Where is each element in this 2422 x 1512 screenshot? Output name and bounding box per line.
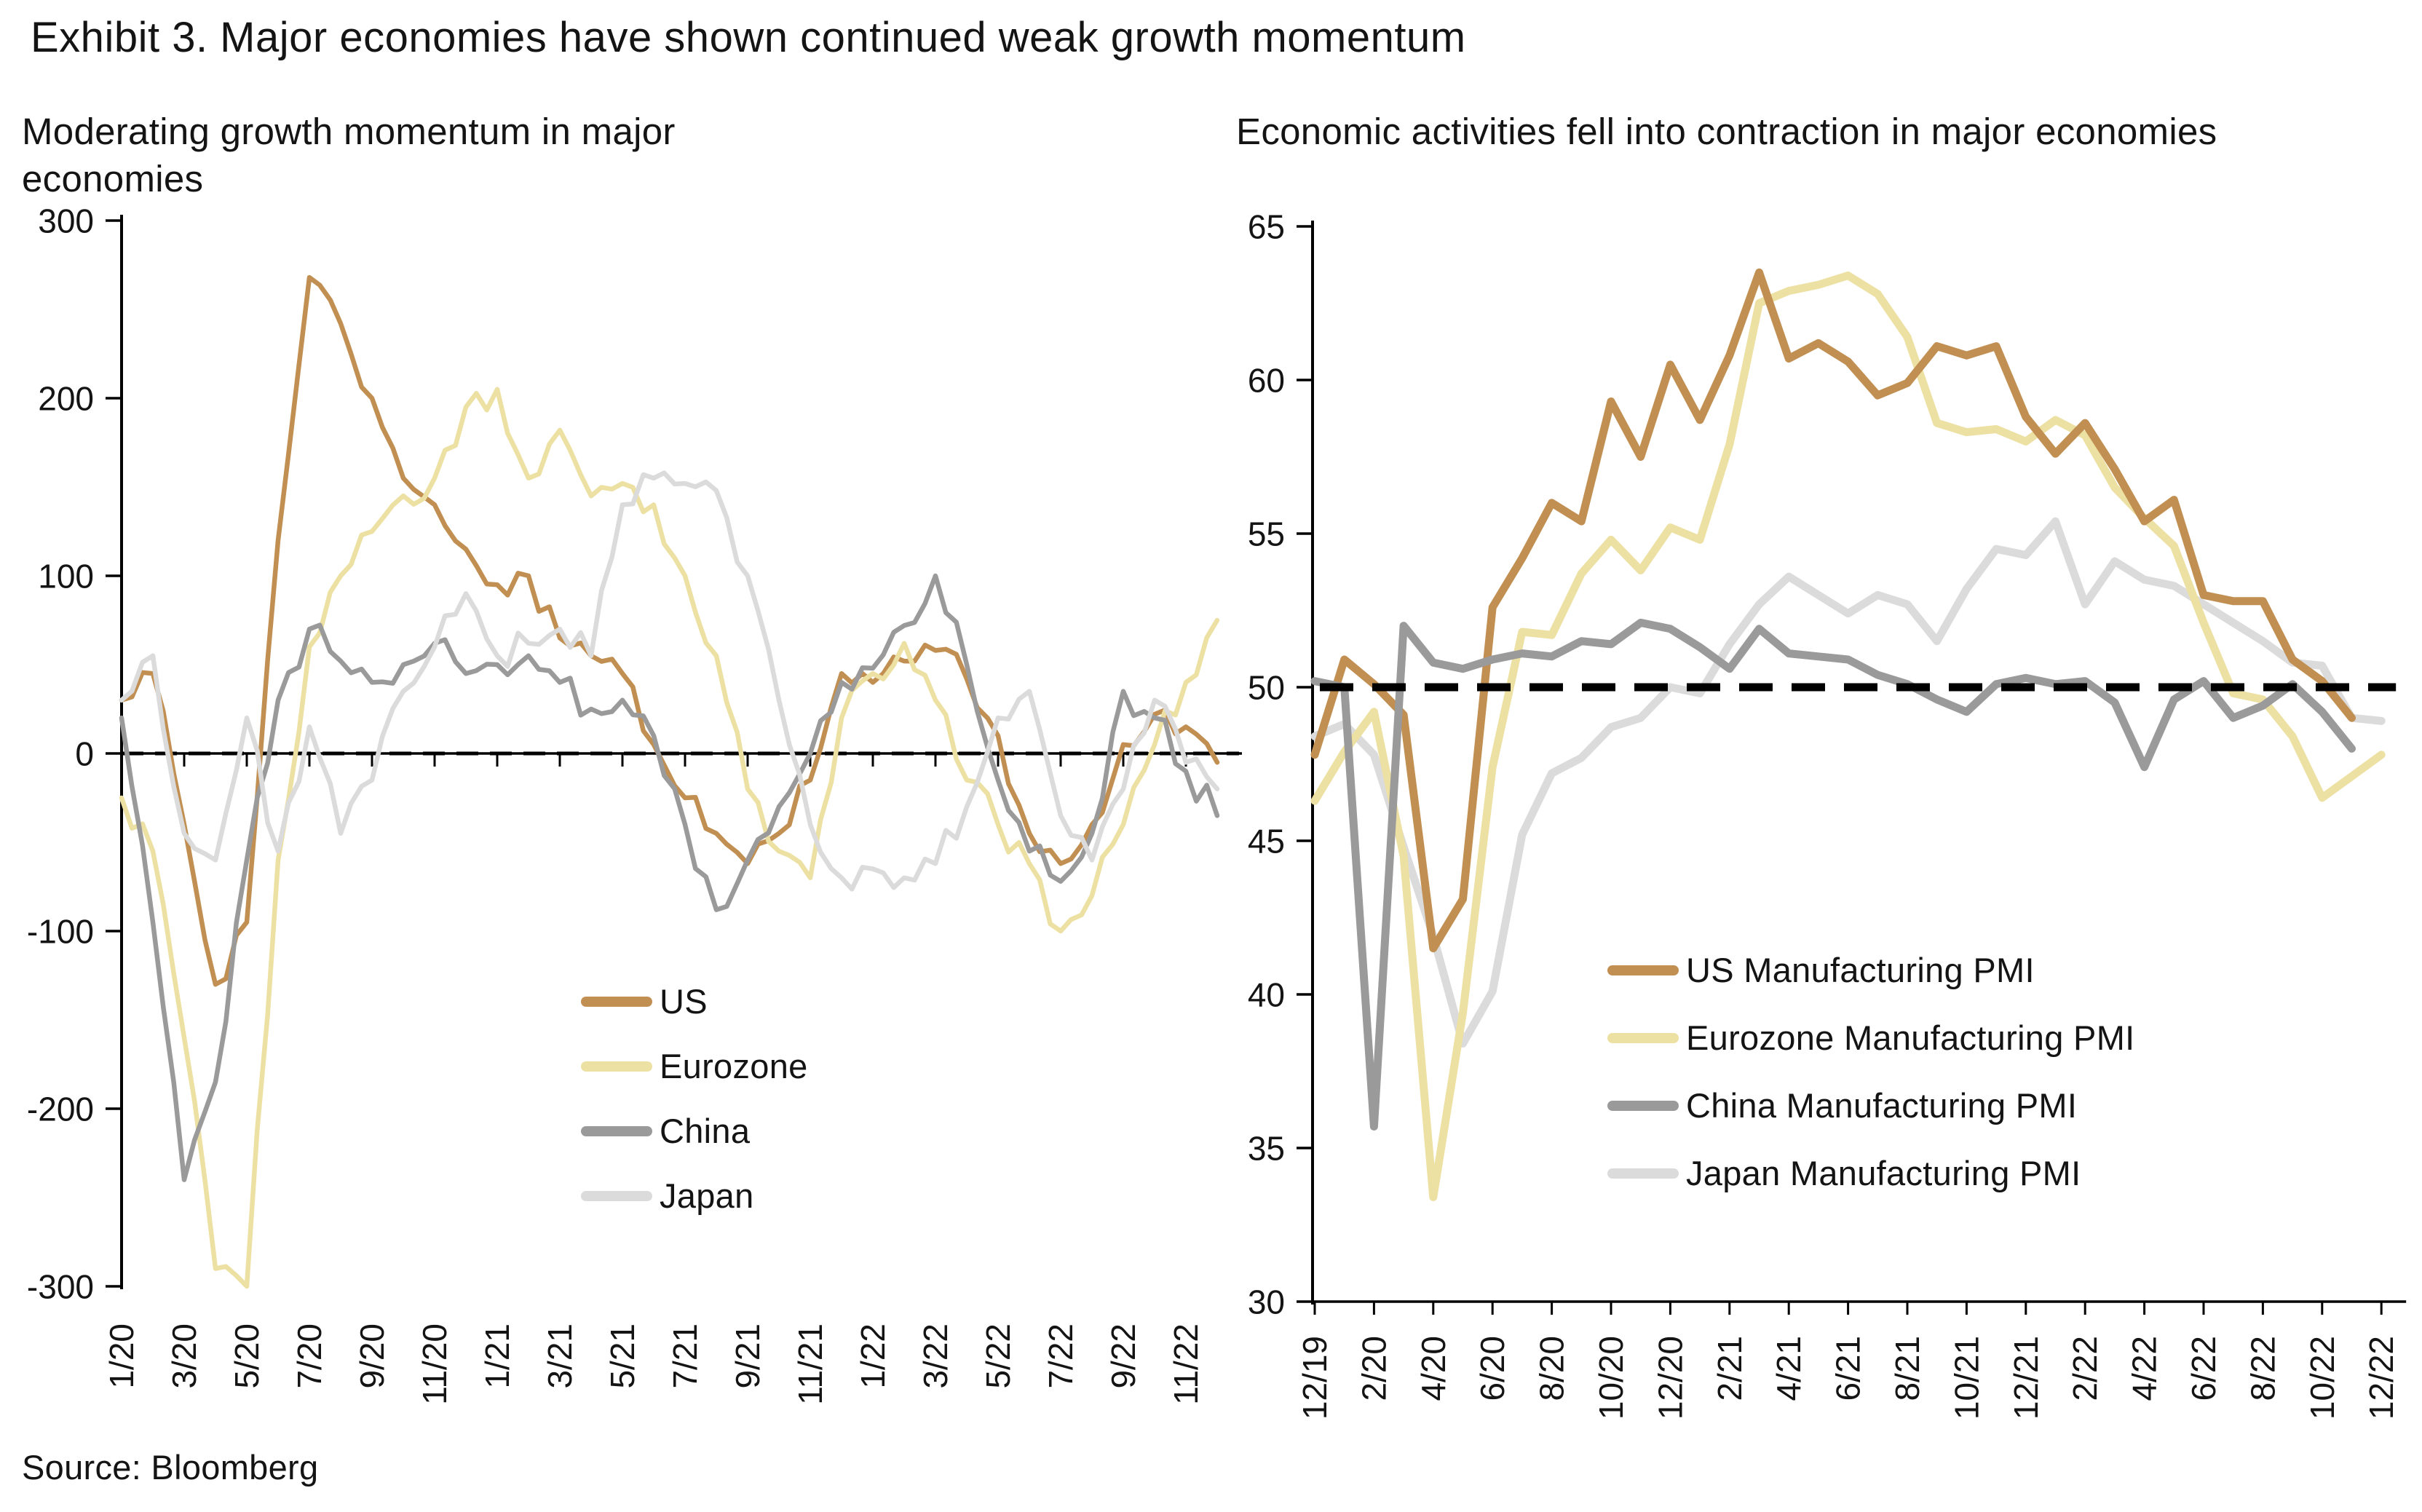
legend-label: Eurozone (660, 1047, 808, 1085)
us-series-line (119, 274, 1220, 987)
y-tick-label: 55 (1248, 515, 1285, 553)
x-tick-label: 7/22 (1042, 1323, 1080, 1389)
y-tick-label: -300 (27, 1268, 94, 1306)
x-tick-label: 7/21 (666, 1323, 704, 1389)
x-tick-label: 6/20 (1473, 1336, 1511, 1401)
x-tick-label: 1/21 (478, 1323, 516, 1389)
x-tick-label: 8/20 (1533, 1336, 1571, 1401)
legend-label: China (660, 1112, 751, 1150)
legend-item: Eurozone Manufacturing PMI (1607, 1018, 2135, 1058)
x-tick-label: 2/22 (2066, 1336, 2104, 1401)
x-tick-label: 11/20 (416, 1323, 454, 1405)
china-manufacturing-pmi-series-line (1310, 618, 2356, 1131)
x-tick-label: 7/20 (290, 1323, 328, 1389)
legend-swatch-us-manufacturing-pmi (1607, 965, 1679, 975)
legend-swatch-japan (581, 1190, 652, 1201)
x-tick-label: 12/22 (2362, 1336, 2400, 1420)
exhibit-title: Exhibit 3. Major economies have shown co… (31, 14, 1466, 61)
y-tick-label: 45 (1248, 823, 1285, 860)
legend-swatch-eurozone (581, 1061, 652, 1072)
legend-swatch-eurozone-manufacturing-pmi (1607, 1032, 1679, 1043)
x-tick-label: 9/20 (353, 1323, 391, 1389)
legend-item: Japan (581, 1176, 808, 1216)
legend-label: Japan (660, 1176, 754, 1215)
x-tick-label: 5/21 (603, 1323, 641, 1389)
legend-item: US Manufacturing PMI (1607, 950, 2135, 990)
x-tick-label: 11/21 (791, 1323, 829, 1405)
legend-label: Eurozone Manufacturing PMI (1686, 1018, 2135, 1057)
y-tick-label: 60 (1248, 362, 1285, 400)
x-tick-label: 6/22 (2185, 1336, 2223, 1401)
right-chart-subtitle: Economic activities fell into contractio… (1236, 111, 2217, 152)
x-tick-label: 1/22 (854, 1323, 892, 1389)
x-tick-label: 5/22 (979, 1323, 1017, 1389)
y-tick-label: 200 (38, 380, 94, 418)
y-tick-label: 0 (75, 735, 94, 773)
legend-label: China Manufacturing PMI (1686, 1086, 2078, 1125)
y-tick-label: -200 (27, 1091, 94, 1128)
x-tick-label: 4/20 (1414, 1336, 1452, 1401)
legend-label: US Manufacturing PMI (1686, 951, 2035, 989)
source-text: Source: Bloomberg (22, 1448, 319, 1487)
us-manufacturing-pmi-series-line (1310, 268, 2356, 953)
legend-swatch-china (581, 1125, 652, 1136)
x-tick-label: 8/22 (2244, 1336, 2281, 1401)
x-tick-label: 6/21 (1829, 1336, 1867, 1401)
x-tick-label: 3/20 (165, 1323, 203, 1389)
x-tick-label: 11/22 (1167, 1323, 1205, 1405)
x-tick-label: 8/21 (1888, 1336, 1926, 1401)
eurozone-series-line (119, 387, 1220, 1289)
y-tick-label: 50 (1248, 669, 1285, 707)
x-tick-label: 4/22 (2126, 1336, 2164, 1401)
x-tick-label: 2/21 (1711, 1336, 1749, 1401)
x-tick-label: 1/20 (103, 1323, 141, 1389)
y-tick-label: 300 (38, 202, 94, 240)
legend-item: China Manufacturing PMI (1607, 1085, 2135, 1125)
legend-swatch-japan-manufacturing-pmi (1607, 1168, 1679, 1179)
legend-item: China (581, 1111, 808, 1151)
eurozone-manufacturing-pmi-series-line (1310, 272, 2386, 1201)
x-tick-label: 2/20 (1355, 1336, 1393, 1401)
x-tick-label: 5/20 (228, 1323, 266, 1389)
legend-swatch-china-manufacturing-pmi (1607, 1100, 1679, 1111)
x-tick-label: 3/22 (917, 1323, 954, 1389)
legend-item: Japan Manufacturing PMI (1607, 1153, 2135, 1193)
x-tick-label: 4/21 (1770, 1336, 1808, 1401)
legend-label: Japan Manufacturing PMI (1686, 1154, 2081, 1192)
x-tick-label: 10/22 (2303, 1336, 2341, 1420)
legend-swatch-us (581, 996, 652, 1007)
legend-item: Eurozone (581, 1046, 808, 1086)
x-tick-label: 10/21 (1947, 1336, 1985, 1420)
right-chart-plot: 65 60 55 50 45 40 35 30 12/19 2/20 4/20 6/20 8/20 10/… (1248, 208, 2407, 1420)
x-tick-label: 12/19 (1296, 1336, 1334, 1420)
x-tick-label: 9/22 (1104, 1323, 1142, 1389)
legend-item: US (581, 981, 808, 1021)
x-tick-label: 12/20 (1651, 1336, 1689, 1420)
legend-label: US (660, 982, 708, 1021)
x-tick-label: 10/20 (1592, 1336, 1630, 1420)
left-chart-subtitle: Moderating growth momentum in major econ… (22, 111, 676, 200)
y-tick-label: 65 (1248, 208, 1285, 246)
y-tick-label: 30 (1248, 1283, 1285, 1321)
japan-series-line (119, 470, 1220, 892)
china-series-line (119, 573, 1220, 1182)
y-tick-label: -100 (27, 913, 94, 951)
left-chart-legend: US Eurozone China Japan (581, 981, 808, 1216)
x-tick-label: 12/21 (2007, 1336, 2045, 1420)
y-tick-label: 100 (38, 558, 94, 595)
x-tick-label: 3/21 (541, 1323, 579, 1389)
y-tick-label: 40 (1248, 976, 1285, 1014)
right-chart-legend: US Manufacturing PMI Eurozone Manufacturi… (1607, 950, 2135, 1193)
japan-manufacturing-pmi-series-line (1310, 517, 2386, 1048)
y-tick-label: 35 (1248, 1130, 1285, 1168)
x-tick-label: 9/21 (729, 1323, 767, 1389)
